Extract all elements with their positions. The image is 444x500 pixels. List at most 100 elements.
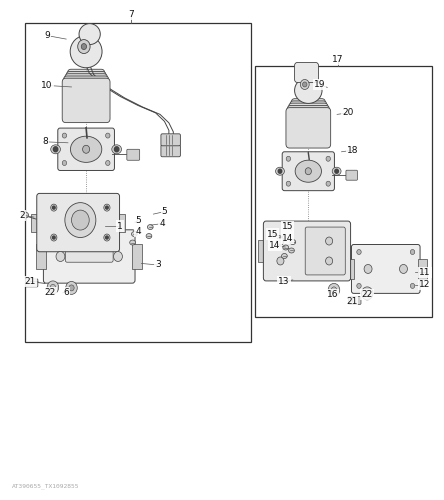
Text: 21: 21 [25,277,36,286]
Circle shape [106,236,108,239]
FancyBboxPatch shape [65,74,107,118]
Ellipse shape [71,136,102,162]
Text: 8: 8 [42,138,48,146]
Text: 5: 5 [162,207,167,216]
Circle shape [365,290,370,296]
Ellipse shape [290,240,296,244]
Circle shape [104,204,110,211]
Circle shape [50,284,56,290]
Circle shape [325,237,333,245]
Circle shape [71,210,89,230]
Ellipse shape [130,240,135,245]
Ellipse shape [112,145,122,154]
Text: 9: 9 [44,31,50,40]
Text: 16: 16 [327,290,338,300]
Circle shape [104,234,110,241]
FancyBboxPatch shape [25,279,38,287]
Circle shape [51,204,57,211]
Ellipse shape [332,167,341,175]
Circle shape [52,236,55,239]
Circle shape [69,285,74,291]
Ellipse shape [281,254,287,258]
Bar [418,259,427,279]
Ellipse shape [295,160,321,182]
FancyBboxPatch shape [161,134,180,146]
Circle shape [326,181,330,186]
Circle shape [66,282,77,294]
Text: 22: 22 [45,288,56,297]
Text: 17: 17 [332,55,344,64]
Circle shape [277,237,284,245]
Text: 2: 2 [19,210,25,220]
Circle shape [325,257,333,265]
Circle shape [357,250,361,254]
Bar [117,214,125,232]
Text: 7: 7 [128,10,134,19]
Circle shape [51,234,57,241]
FancyBboxPatch shape [349,296,361,304]
Circle shape [56,252,65,262]
Circle shape [278,169,282,173]
FancyBboxPatch shape [66,72,106,116]
Text: AT390655_TX1092855: AT390655_TX1092855 [12,484,79,490]
Ellipse shape [294,78,322,104]
Text: 4: 4 [159,219,165,228]
Circle shape [277,257,284,265]
FancyBboxPatch shape [63,76,109,120]
Text: 1: 1 [117,222,123,230]
Ellipse shape [283,245,289,250]
FancyBboxPatch shape [67,70,105,114]
FancyBboxPatch shape [58,128,115,170]
Circle shape [357,284,361,288]
FancyBboxPatch shape [161,145,180,157]
Circle shape [361,287,373,300]
Circle shape [115,147,119,152]
Circle shape [52,206,55,209]
Circle shape [286,156,291,161]
Text: 15: 15 [282,222,293,231]
Text: 5: 5 [135,216,141,224]
Circle shape [62,160,67,166]
Circle shape [78,40,90,54]
Circle shape [81,44,87,50]
FancyBboxPatch shape [263,221,351,281]
Ellipse shape [21,212,28,218]
FancyBboxPatch shape [289,103,328,144]
Circle shape [335,169,338,173]
Bar [255,66,432,318]
Ellipse shape [51,145,60,154]
FancyBboxPatch shape [294,62,318,82]
Circle shape [364,264,372,274]
FancyBboxPatch shape [291,98,325,139]
Text: 14: 14 [270,240,281,250]
Text: 22: 22 [361,290,373,300]
Text: 11: 11 [419,268,431,277]
Bar [32,214,40,232]
FancyBboxPatch shape [127,150,140,160]
Text: 18: 18 [347,146,358,155]
Text: 3: 3 [155,260,161,270]
Circle shape [65,202,96,237]
FancyBboxPatch shape [37,194,119,252]
Circle shape [47,281,59,294]
Text: 20: 20 [342,108,354,118]
Circle shape [305,168,311,174]
Ellipse shape [70,36,102,68]
Ellipse shape [147,224,153,230]
Text: 19: 19 [313,80,325,89]
Bar [132,244,142,269]
Circle shape [331,287,337,293]
Circle shape [106,133,110,138]
Bar [258,240,266,262]
Circle shape [53,147,58,152]
FancyBboxPatch shape [287,106,329,146]
Text: 4: 4 [135,227,141,236]
Text: 15: 15 [267,230,278,238]
FancyBboxPatch shape [290,101,327,141]
Circle shape [62,133,67,138]
Text: 13: 13 [278,277,290,286]
Circle shape [326,156,330,161]
Circle shape [83,146,90,154]
Ellipse shape [289,248,294,253]
FancyBboxPatch shape [305,227,345,275]
